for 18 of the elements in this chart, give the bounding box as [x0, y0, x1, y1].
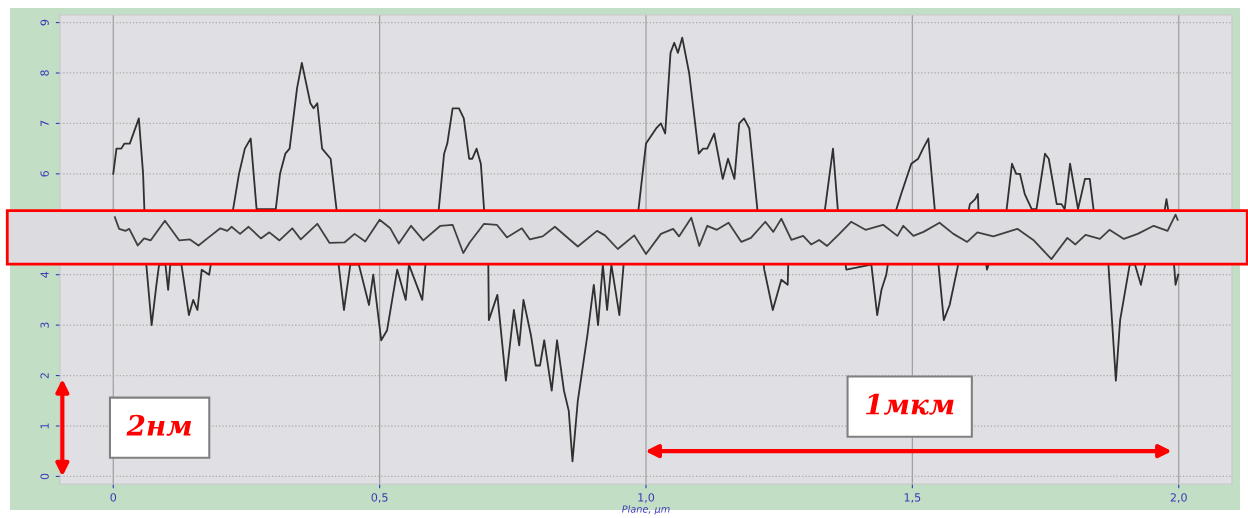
y-tick-label: 8: [40, 70, 49, 76]
x-tick-label: 1,5: [904, 493, 921, 503]
x-axis-title: Plane, µm: [622, 505, 670, 515]
line-series: [113, 213, 1179, 260]
y-tick-label: 1: [40, 423, 49, 429]
annotation: 2нм: [126, 414, 192, 436]
x-tick-label: 1,0: [638, 493, 655, 503]
y-tick-label: 9: [40, 19, 49, 26]
annotation: 1мкм: [866, 393, 954, 415]
x-tick-label: 0: [110, 493, 117, 502]
y-tick-label: 2: [40, 373, 49, 379]
y-tick-label: 4: [40, 271, 49, 278]
x-tick-label: 0,5: [371, 493, 388, 503]
x-tick-label: 2,0: [1170, 493, 1187, 503]
y-tick-label: 3: [40, 322, 49, 328]
y-tick-label: 7: [40, 120, 49, 127]
y-tick-label: 0: [40, 473, 49, 480]
y-tick-label: 6: [40, 171, 49, 177]
